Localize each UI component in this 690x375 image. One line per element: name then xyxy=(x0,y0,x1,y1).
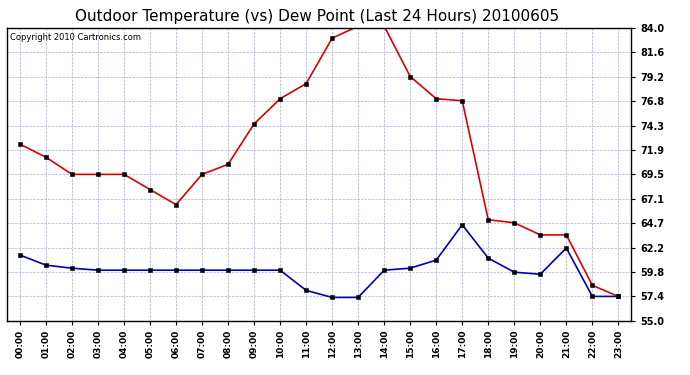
Text: Outdoor Temperature (vs) Dew Point (Last 24 Hours) 20100605: Outdoor Temperature (vs) Dew Point (Last… xyxy=(75,9,560,24)
Text: Copyright 2010 Cartronics.com: Copyright 2010 Cartronics.com xyxy=(10,33,141,42)
